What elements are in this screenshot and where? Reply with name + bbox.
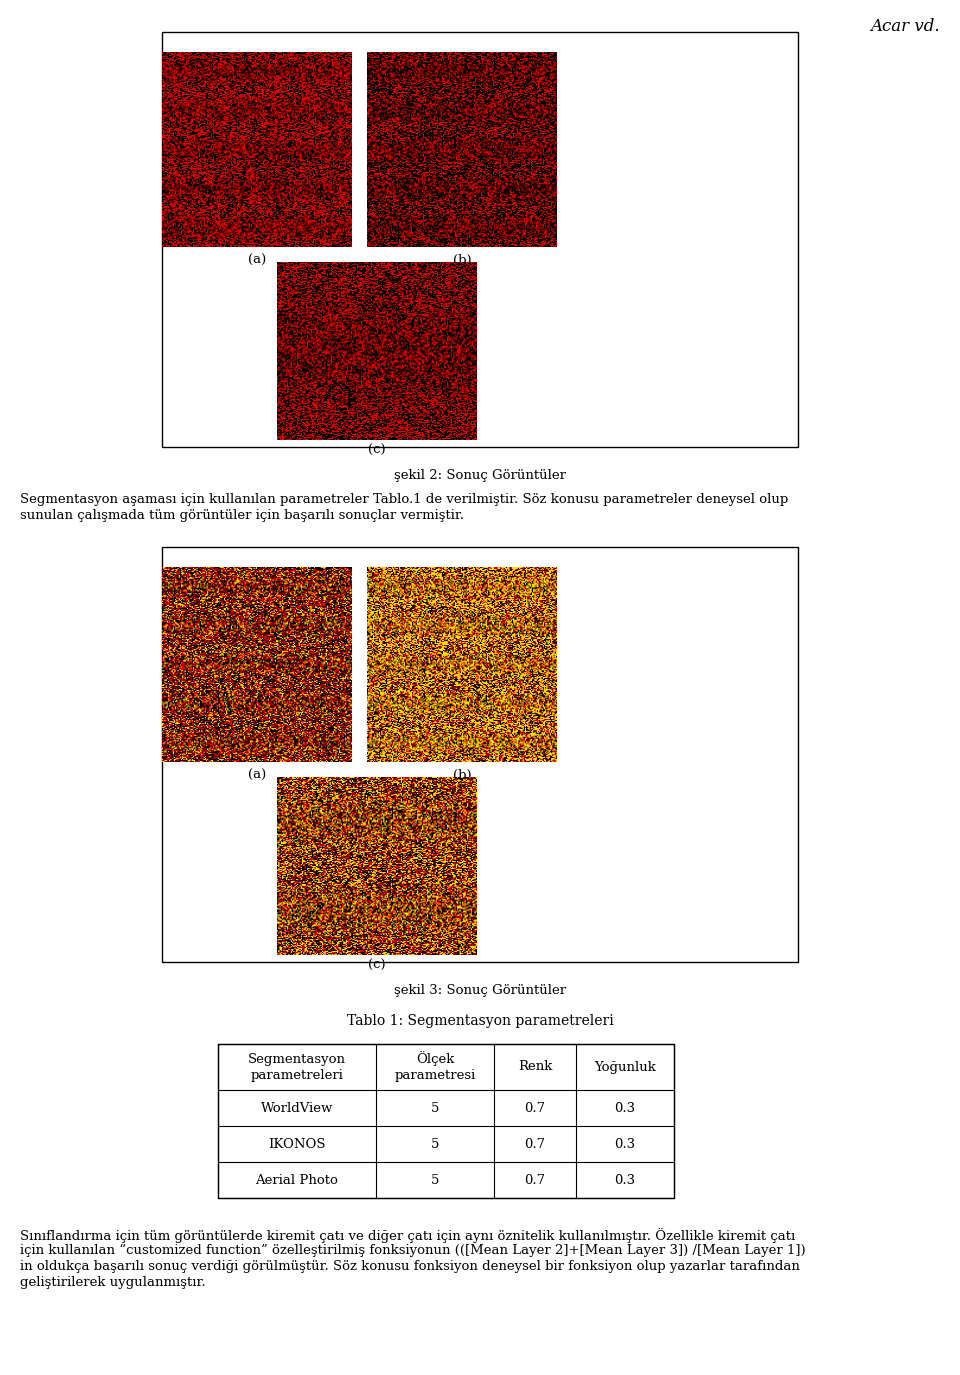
- Text: (b): (b): [453, 254, 471, 267]
- Text: Segmentasyon aşaması için kullanılan parametreler Tablo.1 de verilmiştir. Söz ko: Segmentasyon aşaması için kullanılan par…: [20, 494, 788, 506]
- Text: şekil 2: Sonuç Görüntüler: şekil 2: Sonuç Görüntüler: [394, 469, 566, 483]
- Text: 0.7: 0.7: [524, 1173, 545, 1187]
- Text: (a): (a): [248, 769, 266, 782]
- Text: (c): (c): [369, 958, 386, 972]
- Text: şekil 3: Sonuç Görüntüler: şekil 3: Sonuç Görüntüler: [394, 984, 566, 997]
- Text: in oldukça başarılı sonuç verdiği görülmüştür. Söz konusu fonksiyon deneysel bir: in oldukça başarılı sonuç verdiği görülm…: [20, 1260, 800, 1273]
- Text: Tablo 1: Segmentasyon parametreleri: Tablo 1: Segmentasyon parametreleri: [347, 1013, 613, 1028]
- Text: 0.3: 0.3: [614, 1137, 636, 1151]
- Text: Renk: Renk: [517, 1060, 552, 1074]
- Text: IKONOS: IKONOS: [268, 1137, 325, 1151]
- Text: 0.3: 0.3: [614, 1173, 636, 1187]
- Text: Acar vd.: Acar vd.: [871, 18, 940, 34]
- Text: sunulan çalışmada tüm görüntüler için başarılı sonuçlar vermiştir.: sunulan çalışmada tüm görüntüler için ba…: [20, 509, 464, 522]
- Text: 0.3: 0.3: [614, 1101, 636, 1115]
- Text: (c): (c): [369, 444, 386, 456]
- Text: 5: 5: [431, 1101, 439, 1115]
- Text: Yoğunluk: Yoğunluk: [594, 1060, 656, 1074]
- Text: 5: 5: [431, 1173, 439, 1187]
- Text: 0.7: 0.7: [524, 1137, 545, 1151]
- Text: Ölçek
parametresi: Ölçek parametresi: [395, 1052, 475, 1082]
- Bar: [162, 547, 798, 962]
- Text: WorldView: WorldView: [261, 1101, 333, 1115]
- Text: Sınıflandırma için tüm görüntülerde kiremit çatı ve diğer çatı için aynı öznitel: Sınıflandırma için tüm görüntülerde kire…: [20, 1228, 795, 1243]
- Text: için kullanılan “customized function” özelleştirilmiş fonksiyonun (([Mean Layer : için kullanılan “customized function” öz…: [20, 1244, 805, 1257]
- Text: Segmentasyon
parametreleri: Segmentasyon parametreleri: [248, 1052, 346, 1082]
- Text: (b): (b): [453, 769, 471, 782]
- Text: geliştirilerek uygulanmıştır.: geliştirilerek uygulanmıştır.: [20, 1276, 205, 1288]
- Text: 0.7: 0.7: [524, 1101, 545, 1115]
- Text: (a): (a): [248, 254, 266, 267]
- Bar: [162, 32, 798, 447]
- Text: Aerial Photo: Aerial Photo: [255, 1173, 339, 1187]
- Text: 5: 5: [431, 1137, 439, 1151]
- Bar: [218, 1044, 674, 1198]
